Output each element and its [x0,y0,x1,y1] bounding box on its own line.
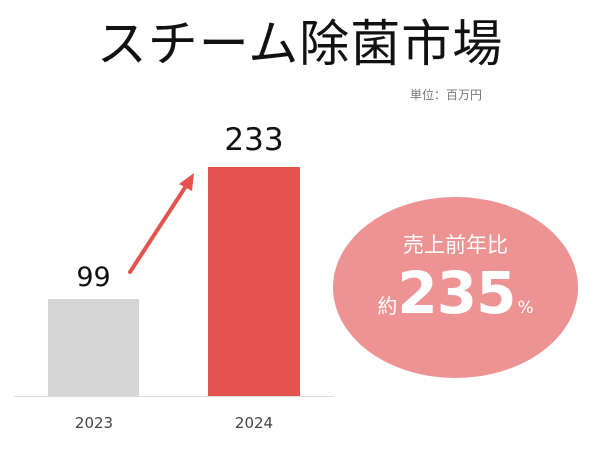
yoy-label: 売上前年比 [403,233,508,257]
bar-value-2023: 99 [76,262,111,293]
bar-value-2024: 233 [224,122,284,158]
yoy-number: 235 [397,259,516,327]
x-axis-line [14,396,334,397]
bar-2024 [208,167,300,396]
yoy-prefix: 約 [377,294,398,318]
yoy-value: 約235% [333,259,578,327]
yoy-suffix: % [517,298,534,318]
bar-2023 [48,299,139,396]
x-tick-2023: 2023 [74,414,114,432]
unit-label: 単位：百万円 [410,88,483,102]
yoy-badge [333,197,578,378]
x-tick-2024: 2024 [234,414,274,432]
chart-title: スチーム除菌市場 [96,15,504,73]
